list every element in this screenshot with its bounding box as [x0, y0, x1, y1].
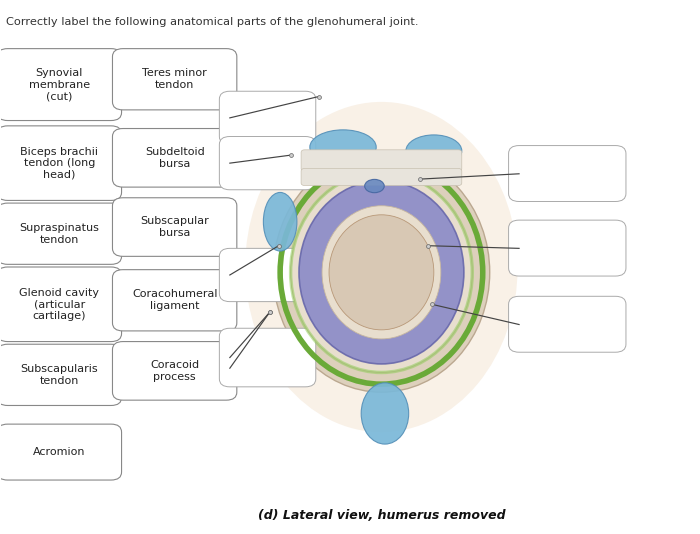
FancyBboxPatch shape [113, 198, 237, 256]
FancyBboxPatch shape [113, 342, 237, 400]
Text: Subdeltoid
bursa: Subdeltoid bursa [145, 147, 204, 169]
Ellipse shape [245, 102, 518, 432]
Text: Biceps brachii
tendon (long
head): Biceps brachii tendon (long head) [20, 146, 99, 180]
Ellipse shape [310, 130, 376, 164]
FancyBboxPatch shape [113, 270, 237, 331]
FancyBboxPatch shape [113, 49, 237, 110]
FancyBboxPatch shape [0, 203, 122, 264]
FancyBboxPatch shape [0, 424, 122, 480]
Text: Glenoid cavity
(articular
cartilage): Glenoid cavity (articular cartilage) [20, 288, 99, 321]
Ellipse shape [365, 179, 384, 193]
Text: (d) Lateral view, humerus removed: (d) Lateral view, humerus removed [258, 508, 505, 522]
FancyBboxPatch shape [509, 146, 626, 201]
Ellipse shape [290, 172, 473, 372]
Ellipse shape [263, 192, 297, 251]
Ellipse shape [361, 383, 409, 444]
Ellipse shape [299, 180, 464, 364]
Ellipse shape [273, 153, 490, 392]
Text: Supraspinatus
tendon: Supraspinatus tendon [20, 223, 99, 245]
FancyBboxPatch shape [219, 328, 316, 387]
FancyBboxPatch shape [0, 126, 122, 200]
FancyBboxPatch shape [0, 344, 122, 405]
FancyBboxPatch shape [0, 49, 122, 121]
Ellipse shape [406, 135, 462, 167]
FancyBboxPatch shape [219, 248, 316, 302]
FancyBboxPatch shape [219, 137, 316, 190]
FancyBboxPatch shape [509, 296, 626, 352]
Ellipse shape [322, 206, 441, 339]
Text: Acromion: Acromion [33, 447, 85, 457]
Text: Subscapularis
tendon: Subscapularis tendon [20, 364, 98, 386]
Ellipse shape [329, 215, 434, 330]
Text: Correctly label the following anatomical parts of the glenohumeral joint.: Correctly label the following anatomical… [6, 17, 419, 27]
Text: Synovial
membrane
(cut): Synovial membrane (cut) [29, 68, 90, 101]
Text: Teres minor
tendon: Teres minor tendon [142, 68, 207, 90]
FancyBboxPatch shape [301, 168, 462, 185]
FancyBboxPatch shape [113, 129, 237, 187]
FancyBboxPatch shape [301, 150, 462, 171]
Text: Subscapular
bursa: Subscapular bursa [140, 216, 209, 238]
FancyBboxPatch shape [0, 267, 122, 342]
Text: Coracohumeral
ligament: Coracohumeral ligament [132, 289, 218, 311]
FancyBboxPatch shape [219, 91, 316, 145]
Text: Coracoid
process: Coracoid process [150, 360, 199, 382]
FancyBboxPatch shape [509, 220, 626, 276]
